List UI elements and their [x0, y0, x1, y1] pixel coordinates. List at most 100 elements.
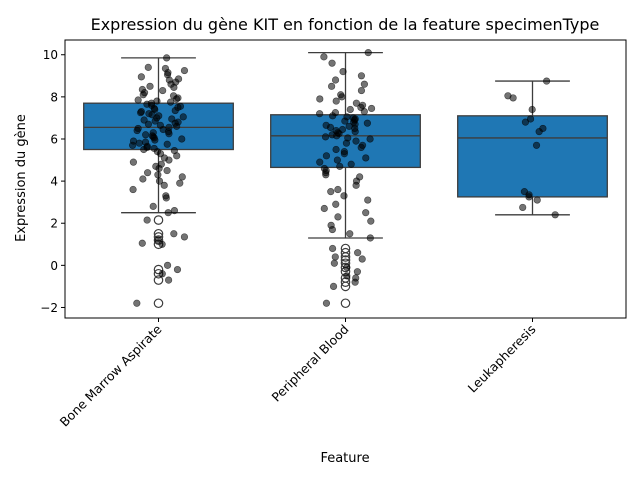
box-group-1 [270, 49, 421, 309]
data-point [151, 136, 159, 144]
data-point [144, 63, 152, 71]
data-point [362, 209, 370, 217]
data-point [134, 96, 142, 104]
data-point [336, 162, 344, 170]
data-point [322, 299, 331, 307]
data-point [142, 131, 150, 139]
y-axis-label: Expression du gène [14, 114, 29, 242]
data-point [528, 105, 536, 114]
data-point [129, 185, 137, 194]
data-point [163, 54, 171, 62]
data-point [343, 263, 351, 272]
data-point [353, 268, 362, 276]
data-point [173, 122, 181, 130]
data-point [155, 164, 163, 173]
data-point [140, 116, 148, 124]
data-point [331, 76, 340, 84]
data-point [535, 128, 543, 136]
y-tick-label: 0 [50, 259, 58, 273]
outlier-point [153, 235, 164, 245]
chart-title: Expression du gène KIT en fonction de la… [91, 15, 600, 34]
data-point [346, 230, 354, 238]
x-tick-label: Peripheral Blood [269, 322, 352, 405]
data-point [334, 213, 342, 221]
data-point [133, 126, 141, 135]
data-point [366, 135, 374, 143]
data-point [171, 106, 179, 115]
data-point [346, 105, 354, 114]
data-point [343, 272, 351, 280]
data-point [163, 140, 171, 148]
outlier-point [153, 215, 164, 225]
data-point [533, 196, 541, 204]
data-point [133, 299, 141, 307]
data-point [519, 203, 527, 212]
data-point [322, 152, 331, 160]
data-point [367, 104, 376, 113]
data-point [362, 154, 370, 162]
data-point [357, 143, 365, 152]
box-group-2 [457, 77, 608, 219]
data-point [179, 113, 187, 121]
box-group-0 [83, 54, 234, 309]
data-point [333, 156, 341, 164]
data-point [135, 139, 143, 147]
data-point [332, 200, 340, 208]
data-point [178, 173, 186, 181]
iqr-box [457, 115, 608, 198]
data-point [159, 86, 167, 95]
data-point [328, 225, 336, 234]
data-point [351, 278, 359, 286]
data-point [352, 181, 360, 189]
data-point [332, 97, 340, 105]
data-point [331, 253, 339, 261]
data-point [151, 117, 159, 125]
data-point [180, 66, 189, 75]
data-point [543, 77, 551, 85]
data-point [170, 206, 179, 215]
data-point [129, 158, 138, 166]
data-point [357, 86, 366, 95]
data-point [526, 115, 535, 123]
data-point [138, 239, 146, 247]
data-point [358, 255, 366, 263]
data-point [143, 216, 151, 224]
data-point [173, 152, 181, 160]
y-tick-label: −2 [40, 301, 58, 315]
data-point [360, 108, 368, 116]
data-point [163, 166, 171, 175]
data-point [176, 179, 184, 187]
data-point [316, 95, 324, 103]
x-tick-label: Leukapheresis [465, 322, 539, 396]
data-point [332, 145, 340, 154]
y-tick-label: 2 [50, 217, 58, 231]
outlier-point [153, 298, 164, 309]
data-point [158, 240, 166, 248]
data-point [525, 193, 533, 201]
data-point [165, 276, 173, 284]
data-point [173, 265, 182, 274]
data-point [329, 112, 337, 120]
y-tick-label: 10 [43, 48, 58, 62]
y-tick-label: 6 [50, 132, 58, 146]
data-point [341, 117, 349, 125]
data-point [162, 194, 170, 202]
data-point [178, 135, 186, 143]
data-point [329, 282, 338, 291]
axes: −2 0 2 4 6 8 10 Bone Marrow Aspirate Peripheral … [40, 39, 627, 430]
data-point [340, 192, 348, 200]
plot-area [83, 49, 608, 309]
data-point [360, 80, 368, 88]
data-point [342, 139, 351, 147]
data-point [509, 94, 517, 102]
data-point [316, 158, 324, 166]
data-point [333, 132, 341, 140]
data-point [328, 59, 336, 67]
data-point [328, 244, 337, 253]
data-point [364, 49, 372, 57]
data-point [551, 211, 559, 219]
data-point [328, 82, 336, 90]
data-point [170, 83, 178, 91]
outlier-point [153, 264, 164, 275]
